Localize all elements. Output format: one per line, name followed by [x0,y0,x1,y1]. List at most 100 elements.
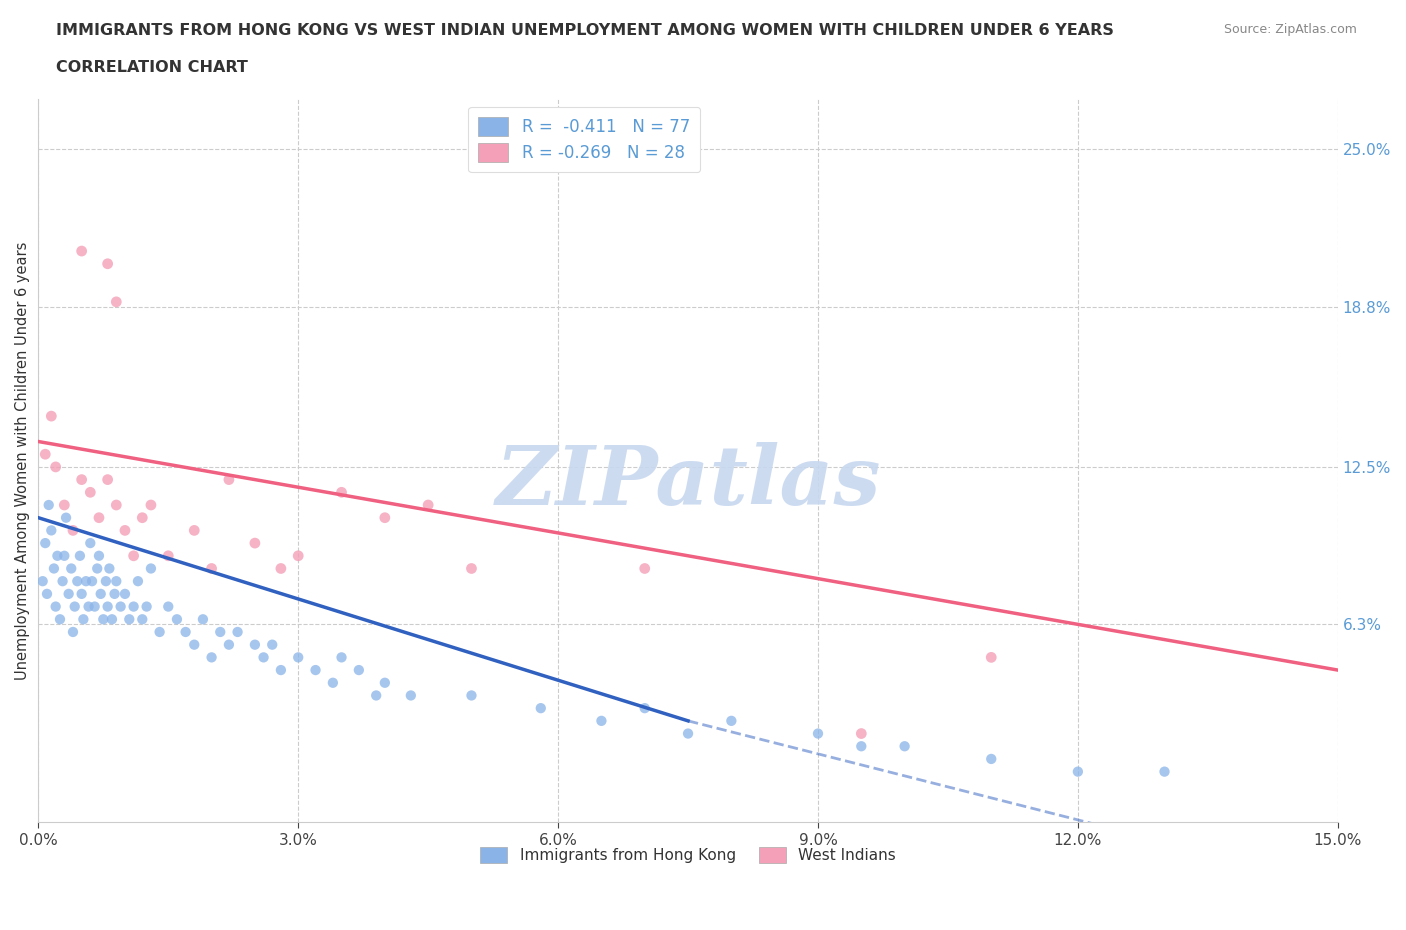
Point [69,549,91,564]
Point [200,561,222,576]
Text: CORRELATION CHART: CORRELATION CHART [56,60,247,75]
Point [183,523,205,538]
Point [1067,764,1090,779]
Point [114,523,136,538]
Point [304,663,326,678]
Point [53,498,76,512]
Point [110,599,132,614]
Point [35,587,58,602]
Point [183,637,205,652]
Point [980,751,1002,766]
Y-axis label: Unemployment Among Women with Children Under 6 years: Unemployment Among Women with Children U… [15,242,30,680]
Point [70,472,93,487]
Point [330,485,353,499]
Point [262,637,284,652]
Point [591,713,613,728]
Point [52,574,75,589]
Point [980,650,1002,665]
Point [105,498,128,512]
Point [851,738,873,753]
Point [139,561,162,576]
Point [91,612,114,627]
Point [399,688,422,703]
Point [322,675,344,690]
Point [893,738,915,753]
Point [60,561,83,576]
Point [105,574,128,589]
Point [270,663,292,678]
Point [105,295,128,310]
Point [122,549,145,564]
Point [70,244,93,259]
Point [174,625,197,640]
Point [42,561,65,576]
Text: IMMIGRANTS FROM HONG KONG VS WEST INDIAN UNEMPLOYMENT AMONG WOMEN WITH CHILDREN : IMMIGRANTS FROM HONG KONG VS WEST INDIAN… [56,23,1114,38]
Point [807,726,830,741]
Point [45,599,67,614]
Point [127,574,149,589]
Point [98,561,121,576]
Point [70,587,93,602]
Point [34,446,56,461]
Point [374,675,396,690]
Point [45,459,67,474]
Point [97,599,120,614]
Point [851,726,873,741]
Point [97,257,120,272]
Point [347,663,370,678]
Point [139,498,162,512]
Point [94,574,117,589]
Point [418,498,440,512]
Point [72,612,94,627]
Point [131,511,153,525]
Point [530,700,553,715]
Point [374,511,396,525]
Point [149,625,172,640]
Point [46,549,69,564]
Point [243,536,266,551]
Point [55,511,77,525]
Point [80,574,103,589]
Point [287,549,309,564]
Point [41,523,63,538]
Point [114,587,136,602]
Point [86,561,108,576]
Text: ZIPatlas: ZIPatlas [495,443,880,523]
Point [49,612,72,627]
Point [77,599,100,614]
Point [157,549,180,564]
Point [97,472,120,487]
Point [270,561,292,576]
Point [53,549,76,564]
Point [58,587,80,602]
Point [634,700,657,715]
Point [218,637,240,652]
Point [131,612,153,627]
Point [243,637,266,652]
Point [38,498,60,512]
Point [330,650,353,665]
Point [103,587,125,602]
Point [75,574,97,589]
Point [62,625,84,640]
Point [287,650,309,665]
Point [460,688,482,703]
Point [34,536,56,551]
Point [41,408,63,423]
Point [226,625,249,640]
Text: Source: ZipAtlas.com: Source: ZipAtlas.com [1223,23,1357,36]
Point [87,549,110,564]
Point [79,485,101,499]
Point [31,574,53,589]
Point [676,726,699,741]
Point [720,713,742,728]
Point [90,587,112,602]
Point [252,650,274,665]
Point [135,599,157,614]
Point [200,650,222,665]
Point [122,599,145,614]
Point [101,612,124,627]
Point [460,561,482,576]
Point [634,561,657,576]
Point [66,574,89,589]
